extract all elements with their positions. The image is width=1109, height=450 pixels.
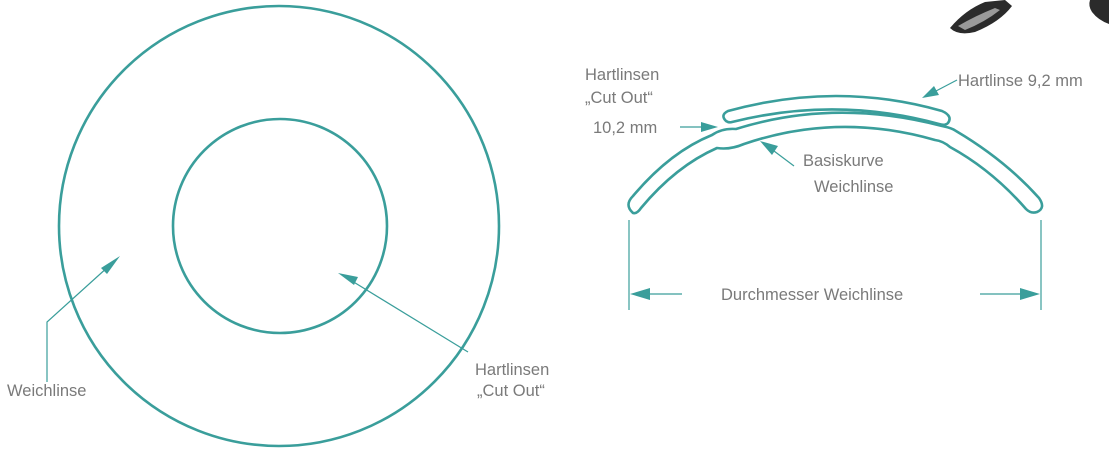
base-curve-label-line2: Weichlinse	[814, 178, 893, 196]
weichlinse-label: Weichlinse	[7, 382, 86, 400]
cutout-label-side-line1: Hartlinsen	[585, 66, 659, 84]
shoe-icon	[950, 0, 1109, 34]
cutout-leader-front	[338, 273, 469, 353]
front-view: Weichlinse Hartlinsen „Cut Out“	[7, 4, 549, 448]
diameter-label: Durchmesser Weichlinse	[721, 286, 903, 304]
hard-lens-label: Hartlinse 9,2 mm	[958, 72, 1083, 90]
cutout-label-front-line1: Hartlinsen	[475, 361, 549, 379]
soft-lens-outer-circle	[57, 4, 501, 448]
soft-lens-profile	[627, 111, 1044, 215]
hard-lens-cutout-circle	[171, 117, 389, 335]
diameter-dimension	[628, 220, 1042, 310]
cutout-label-front-line2: „Cut Out“	[477, 382, 545, 400]
weichlinse-leader	[46, 256, 120, 382]
side-view: Hartlinsen „Cut Out“ 10,2 mm Hartlinse 9…	[585, 66, 1083, 310]
base-curve-label-line1: Basiskurve	[803, 152, 884, 170]
base-curve-leader	[760, 141, 795, 167]
hard-lens-profile	[722, 94, 951, 127]
cutout-label-side-line3: 10,2 mm	[593, 119, 657, 137]
cutout-leader-side	[680, 122, 718, 132]
cutout-label-side-line2: „Cut Out“	[585, 89, 653, 107]
hard-lens-leader	[922, 79, 958, 98]
